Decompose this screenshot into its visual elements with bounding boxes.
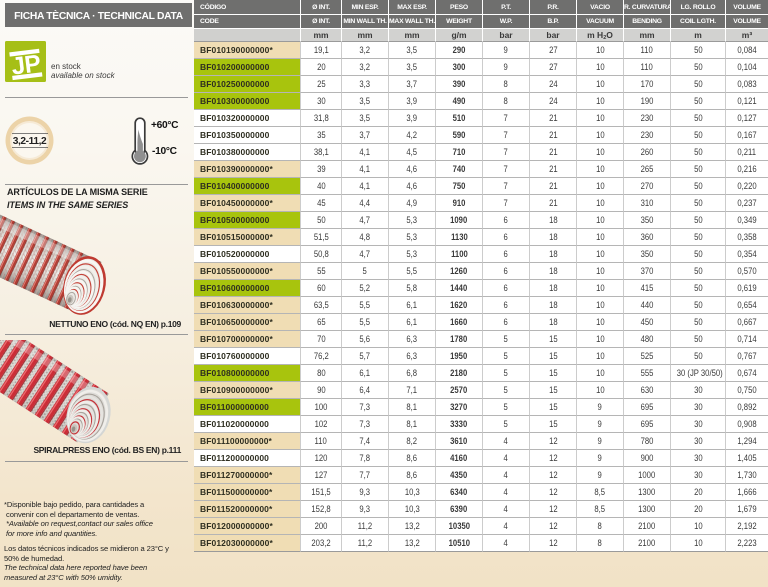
svg-text:3,2-11,2: 3,2-11,2 [13,136,47,147]
